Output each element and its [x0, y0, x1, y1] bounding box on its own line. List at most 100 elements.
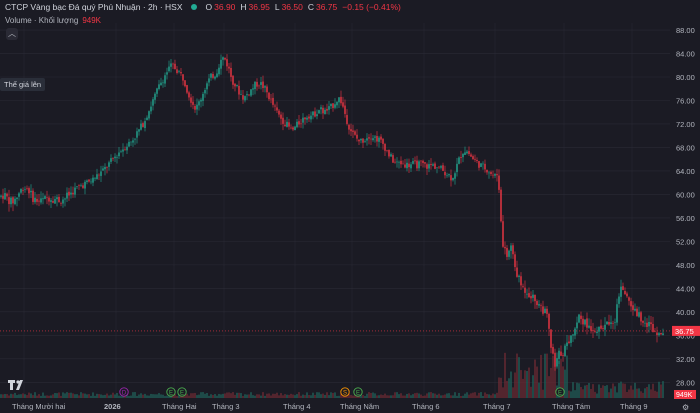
volume-bar — [246, 394, 248, 398]
y-tick-label: 44.00 — [676, 284, 695, 293]
candle-body — [348, 124, 350, 130]
volume-bar — [330, 392, 332, 398]
candle-body — [226, 59, 228, 67]
candle-body — [180, 72, 182, 74]
settings-gear-icon[interactable]: ⚙ — [682, 403, 690, 412]
candle-body — [74, 187, 76, 195]
candle-body — [414, 160, 416, 162]
volume-bar — [376, 395, 378, 398]
volume-bar — [50, 395, 52, 398]
volume-bar — [496, 392, 498, 398]
candle-body — [562, 355, 564, 356]
volume-bar — [460, 395, 462, 398]
volume-bar — [102, 395, 104, 398]
candle-body — [566, 342, 568, 347]
candle-body — [598, 326, 600, 332]
high-value: 36.95 — [248, 2, 270, 12]
volume-bar — [534, 359, 536, 398]
candle-body — [536, 301, 538, 306]
candle-body — [202, 93, 204, 101]
volume-bar — [4, 394, 6, 398]
candle-body — [100, 171, 102, 176]
candle-body — [384, 143, 386, 151]
volume-bar — [384, 393, 386, 398]
candle-body — [408, 163, 410, 168]
candle-body — [638, 312, 640, 317]
candle-body — [500, 189, 502, 222]
volume-bar — [58, 392, 60, 398]
volume-bar — [138, 394, 140, 398]
tradingview-logo[interactable] — [8, 379, 26, 393]
candle-body — [154, 93, 156, 100]
candle-body — [126, 146, 128, 151]
volume-bar — [408, 393, 410, 398]
event-marker[interactable] — [177, 387, 187, 397]
candle-body — [310, 115, 312, 120]
candle-body — [602, 328, 604, 329]
event-marker[interactable] — [340, 387, 350, 397]
volume-bar — [238, 392, 240, 398]
x-tick-label: Tháng 6 — [412, 402, 440, 411]
volume-bar — [432, 393, 434, 398]
candle-body — [186, 85, 188, 93]
volume-legend[interactable]: Volume · Khối lượng 949K — [5, 16, 101, 25]
volume-bar — [362, 395, 364, 398]
volume-bar — [118, 395, 120, 398]
candle-body — [510, 245, 512, 251]
volume-value: 949K — [82, 16, 101, 25]
volume-bar — [46, 395, 48, 398]
volume-bar — [400, 393, 402, 398]
volume-bar — [596, 393, 598, 398]
volume-bar — [560, 359, 562, 398]
volume-bar — [316, 392, 318, 398]
volume-bar — [6, 394, 8, 398]
candle-body — [430, 164, 432, 165]
volume-bar — [222, 393, 224, 398]
volume-bar — [354, 393, 356, 398]
volume-bar — [42, 392, 44, 398]
candle-body — [378, 137, 380, 142]
symbol-title[interactable]: CTCP Vàng bạc Đá quý Phú Nhuận · 2h · HS… — [5, 2, 183, 12]
candle-body — [10, 197, 12, 205]
volume-bar — [612, 383, 614, 398]
candle-body — [468, 151, 470, 155]
volume-bar — [120, 395, 122, 398]
volume-bar — [614, 386, 616, 398]
volume-bar — [334, 392, 336, 398]
candle-body — [526, 293, 528, 295]
candle-body — [484, 163, 486, 170]
candle-body — [76, 186, 78, 187]
volume-bar — [634, 382, 636, 398]
volume-bar — [490, 395, 492, 398]
candle-body — [584, 319, 586, 325]
volume-bar — [92, 392, 94, 398]
event-marker[interactable] — [166, 387, 176, 397]
y-tick-label: 72.00 — [676, 120, 695, 129]
candle-body — [392, 155, 394, 163]
candle-body — [588, 325, 590, 328]
candle-body — [428, 164, 430, 169]
volume-bar — [288, 394, 290, 398]
candle-body — [364, 140, 366, 142]
candle-body — [628, 297, 630, 301]
volume-label: Volume · Khối lượng — [5, 16, 79, 25]
event-marker[interactable] — [119, 387, 129, 397]
volume-bar — [244, 394, 246, 398]
y-tick-label: 40.00 — [676, 308, 695, 317]
candle-body — [466, 151, 468, 154]
y-tick-label: 28.00 — [676, 378, 695, 387]
candle-body — [220, 59, 222, 69]
volume-bar — [540, 354, 542, 398]
candle-body — [604, 324, 606, 330]
candle-body — [620, 286, 622, 297]
collapse-legend-button[interactable]: ︿ — [6, 28, 18, 40]
event-marker[interactable] — [353, 387, 363, 397]
candle-body — [172, 63, 174, 65]
event-marker[interactable] — [555, 387, 565, 397]
volume-bar — [56, 393, 58, 398]
candle-body — [416, 160, 418, 169]
volume-bar — [366, 393, 368, 398]
candle-body — [318, 110, 320, 114]
